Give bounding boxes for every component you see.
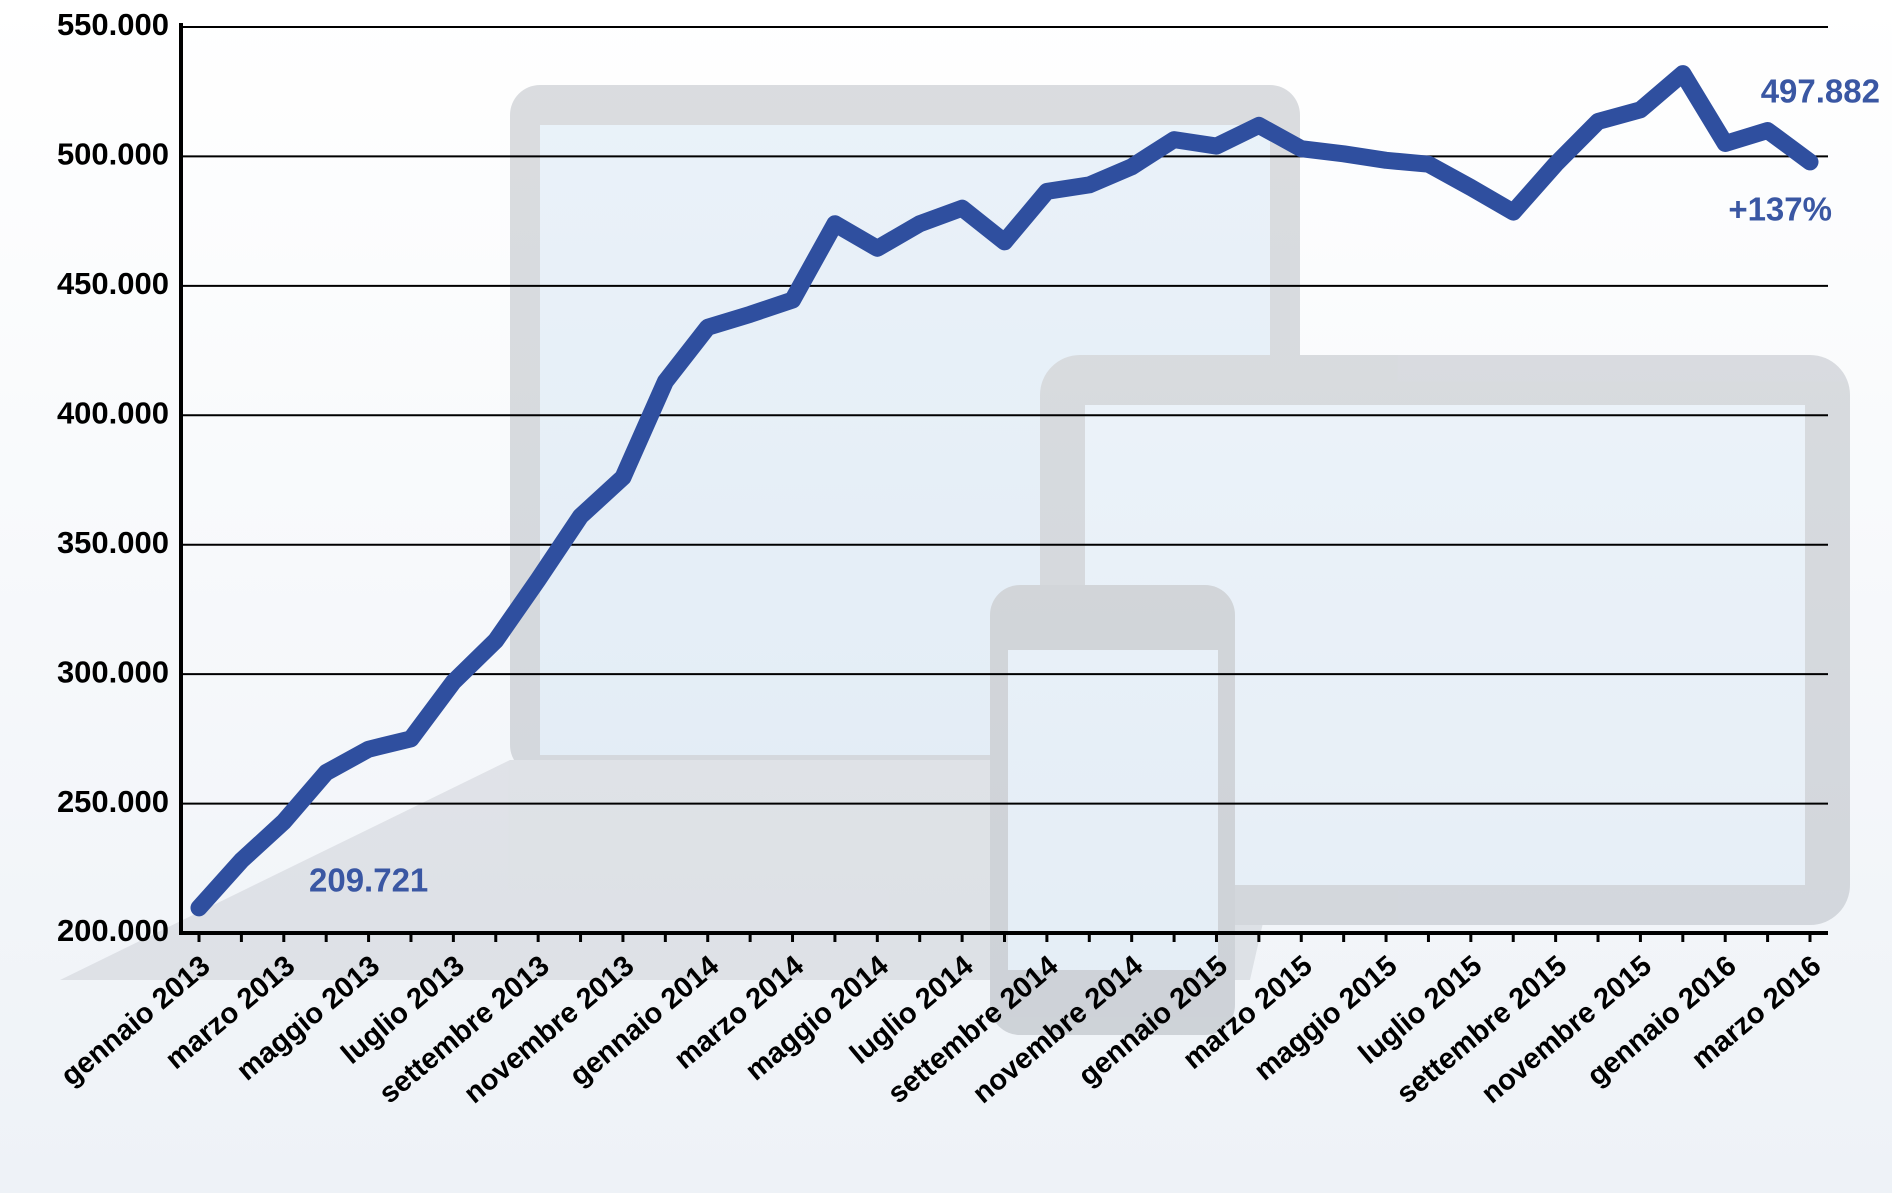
data-line	[190, 65, 1819, 917]
y-tick-label: 400.000	[57, 395, 169, 430]
y-tick-label: 250.000	[57, 784, 169, 819]
y-tick-label: 550.000	[57, 7, 169, 42]
y-tick-label: 450.000	[57, 266, 169, 301]
value-label: 497.882	[1761, 73, 1880, 110]
y-tick-label: 350.000	[57, 525, 169, 560]
y-tick-label: 200.000	[57, 913, 169, 948]
value-label: 209.721	[309, 862, 428, 899]
background-devices	[60, 85, 1850, 1035]
annotation: +137%	[1728, 191, 1832, 228]
y-tick-label: 500.000	[57, 137, 169, 172]
y-tick-label: 300.000	[57, 654, 169, 689]
